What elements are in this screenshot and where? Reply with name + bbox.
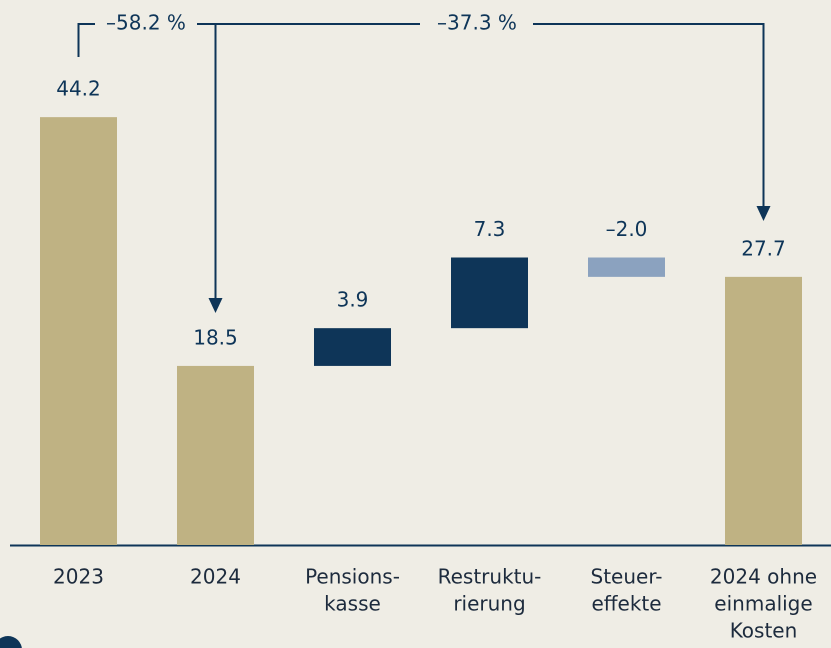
x-tick-label: 2024 bbox=[190, 565, 241, 589]
x-tick-label: effekte bbox=[591, 592, 661, 616]
value-label: 3.9 bbox=[337, 288, 369, 312]
value-label: 27.7 bbox=[741, 236, 786, 260]
value-label: 7.3 bbox=[474, 217, 506, 241]
x-tick-label: Restruktu- bbox=[438, 565, 542, 589]
annotation: –37.3 % bbox=[437, 11, 517, 35]
bar bbox=[451, 257, 528, 329]
arrow-head bbox=[756, 206, 771, 221]
bar bbox=[177, 365, 254, 545]
bar bbox=[40, 117, 117, 546]
value-label: –2.0 bbox=[606, 217, 648, 241]
x-tick-label: Steuer- bbox=[591, 565, 663, 589]
corner-logo bbox=[0, 636, 22, 648]
annotation-line bbox=[215, 23, 765, 208]
bar bbox=[588, 257, 665, 277]
bar bbox=[314, 328, 391, 366]
x-tick-label: einmalige bbox=[714, 592, 812, 616]
x-tick-label: Kosten bbox=[730, 619, 798, 643]
value-label: 44.2 bbox=[56, 77, 101, 101]
x-tick-label: rierung bbox=[453, 592, 525, 616]
x-tick-label: 2023 bbox=[53, 565, 104, 589]
arrow-head bbox=[208, 298, 223, 313]
x-tick-label: Pensions- bbox=[305, 565, 400, 589]
x-tick-label: kasse bbox=[324, 592, 381, 616]
value-label: 18.5 bbox=[193, 325, 238, 349]
bar bbox=[725, 276, 802, 545]
x-tick-label: 2024 ohne bbox=[710, 565, 817, 589]
annotation: –58.2 % bbox=[106, 11, 186, 35]
